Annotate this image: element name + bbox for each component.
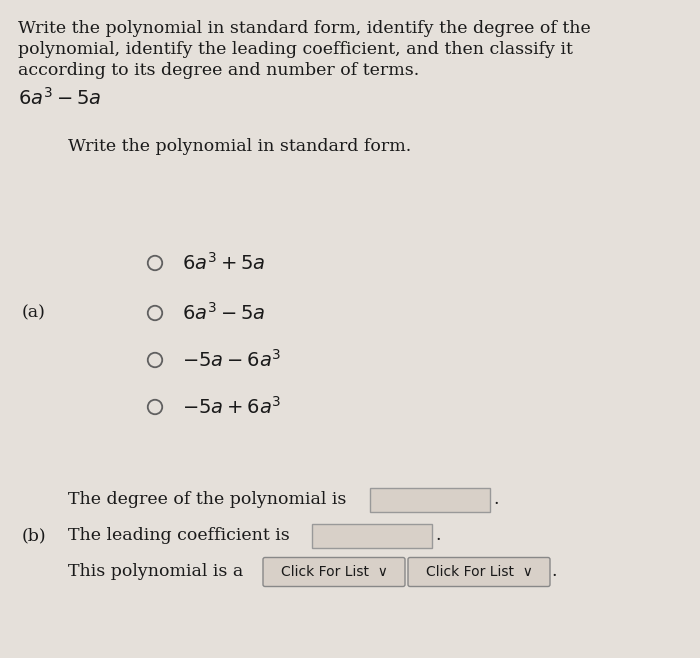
Text: according to its degree and number of terms.: according to its degree and number of te… [18,62,419,79]
Text: .: . [493,492,498,509]
Text: polynomial, identify the leading coefficient, and then classify it: polynomial, identify the leading coeffic… [18,41,573,58]
Text: .: . [551,563,556,580]
Text: (b): (b) [22,528,47,545]
FancyBboxPatch shape [263,557,405,586]
Text: This polynomial is a: This polynomial is a [68,563,244,580]
Text: $6a^3-5a$: $6a^3-5a$ [182,302,265,324]
Text: The degree of the polynomial is: The degree of the polynomial is [68,492,346,509]
FancyBboxPatch shape [312,524,432,548]
Text: $-5a+6a^3$: $-5a+6a^3$ [182,396,281,418]
Text: Click For List  ∨: Click For List ∨ [281,565,387,579]
Text: The leading coefficient is: The leading coefficient is [68,528,290,545]
Text: Write the polynomial in standard form, identify the degree of the: Write the polynomial in standard form, i… [18,20,591,37]
Text: Click For List  ∨: Click For List ∨ [426,565,533,579]
Text: (a): (a) [22,305,46,322]
Text: Write the polynomial in standard form.: Write the polynomial in standard form. [68,138,412,155]
Text: $6a^3+5a$: $6a^3+5a$ [182,252,265,274]
Text: $-5a-6a^3$: $-5a-6a^3$ [182,349,281,371]
Text: .: . [435,528,440,545]
FancyBboxPatch shape [370,488,490,512]
Text: $6a^3 - 5a$: $6a^3 - 5a$ [18,87,102,109]
FancyBboxPatch shape [408,557,550,586]
